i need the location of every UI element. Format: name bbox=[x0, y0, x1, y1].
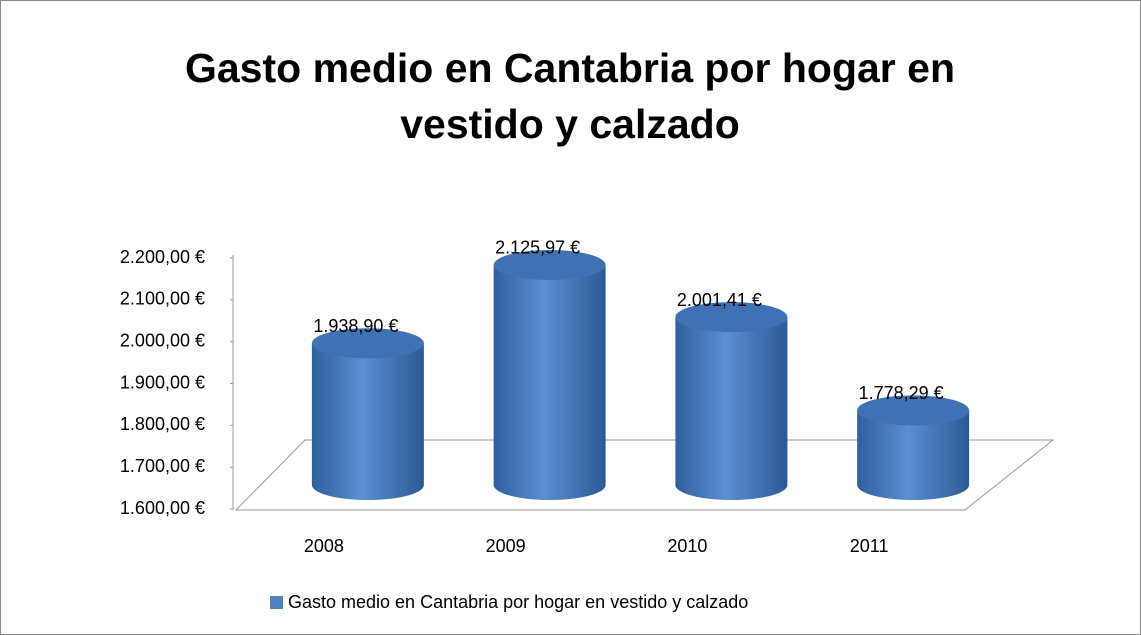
bar-top bbox=[311, 328, 424, 359]
chart-title: Gasto medio en Cantabria por hogar en ve… bbox=[184, 45, 955, 147]
x-tick-label: 2010 bbox=[667, 536, 707, 556]
value-label: 1.938,90 € bbox=[313, 316, 398, 336]
value-label: 2.001,41 € bbox=[677, 290, 762, 310]
x-tick-label: 2008 bbox=[304, 536, 344, 556]
bar bbox=[675, 317, 788, 501]
value-label: 2.125,97 € bbox=[495, 238, 580, 258]
value-label: 1.778,29 € bbox=[859, 383, 944, 403]
x-tick-label: 2009 bbox=[486, 536, 526, 556]
y-tick-label: 1.900,00 € bbox=[120, 372, 205, 392]
bar bbox=[311, 343, 424, 501]
bar-top bbox=[675, 302, 788, 333]
y-tick-label: 1.700,00 € bbox=[120, 456, 205, 476]
y-tick-label: 1.800,00 € bbox=[120, 414, 205, 434]
floor bbox=[234, 439, 1055, 511]
legend-swatch bbox=[270, 596, 283, 609]
y-tick-label: 2.100,00 € bbox=[120, 289, 205, 309]
bar bbox=[857, 410, 970, 501]
y-tick-label: 1.600,00 € bbox=[120, 498, 205, 518]
bar bbox=[493, 264, 606, 501]
legend-label: Gasto medio en Cantabria por hogar en ve… bbox=[288, 592, 748, 612]
bar-top bbox=[493, 249, 606, 280]
x-tick-label: 2011 bbox=[850, 536, 889, 556]
y-tick-label: 2.000,00 € bbox=[120, 330, 205, 350]
bar-top bbox=[857, 395, 970, 426]
y-tick-label: 2.200,00 € bbox=[120, 247, 205, 267]
